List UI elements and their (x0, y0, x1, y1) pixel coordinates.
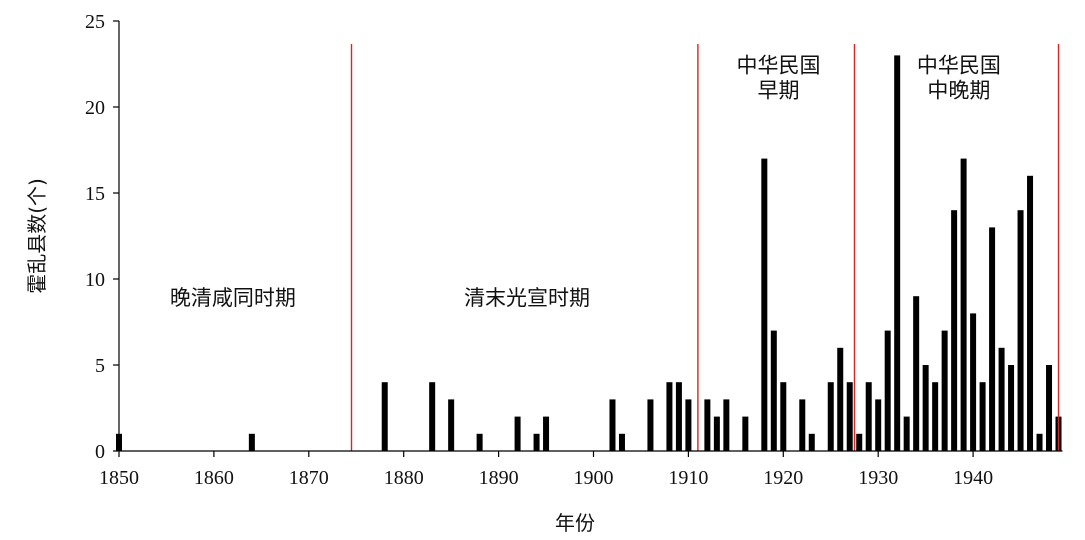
bar-1939 (960, 158, 967, 451)
bar-1930 (875, 399, 882, 451)
bar-1895 (543, 416, 550, 451)
y-tick-label-15: 15 (85, 183, 105, 205)
bar-1919 (770, 330, 777, 451)
bar-1909 (675, 382, 682, 451)
bar-1940 (970, 313, 977, 451)
bar-1920 (780, 382, 787, 451)
bar-1913 (713, 416, 720, 451)
bar-1894 (533, 433, 540, 451)
bar-1912 (704, 399, 711, 451)
bar-1906 (647, 399, 654, 451)
y-axis-title: 霍乱县数(个) (25, 178, 49, 294)
bar-1936 (932, 382, 939, 451)
bar-1885 (448, 399, 455, 451)
period-label-4-line-2: 中晚期 (927, 79, 990, 103)
bar-1914 (723, 399, 730, 451)
bar-1916 (742, 416, 749, 451)
bar-1946 (1027, 175, 1034, 452)
bar-1933 (903, 416, 910, 451)
x-tick-label-1930: 1930 (858, 467, 898, 489)
bar-1923 (808, 433, 815, 451)
bar-1934 (913, 296, 920, 451)
x-tick-label-1880: 1880 (384, 467, 424, 489)
bar-1864 (248, 433, 255, 451)
x-tick-label-1890: 1890 (479, 467, 519, 489)
bar-1945 (1017, 210, 1024, 451)
bar-1947 (1036, 433, 1043, 451)
bar-1937 (941, 330, 948, 451)
bar-1941 (979, 382, 986, 451)
bars (116, 55, 1062, 452)
plot-area: 0 5 10 15 20 25 1850 1860 1870 1880 1890 1900 1910 19… (85, 11, 1063, 489)
bar-1935 (922, 365, 929, 451)
bar-1948 (1046, 365, 1053, 451)
bar-1927 (846, 382, 853, 451)
y-tick-label-0: 0 (95, 441, 105, 463)
period-label-3-line-1: 中华民国 (737, 54, 821, 78)
y-tick-label-20: 20 (85, 97, 105, 119)
x-tick-label-1910: 1910 (668, 467, 708, 489)
bar-1944 (1008, 365, 1015, 451)
period-label-2-line-1: 清末光宣时期 (464, 286, 590, 310)
bar-1929 (865, 382, 872, 451)
bar-1928 (856, 433, 863, 451)
x-tick-label-1920: 1920 (763, 467, 803, 489)
period-label-3-line-2: 早期 (758, 79, 800, 103)
y-tick-label-5: 5 (95, 355, 105, 377)
bar-1903 (618, 433, 625, 451)
bar-1932 (894, 55, 901, 452)
bar-1888 (476, 433, 483, 451)
x-tick-label-1860: 1860 (194, 467, 234, 489)
bar-1892 (514, 416, 521, 451)
period-label-1-line-1: 晚清咸同时期 (170, 286, 296, 310)
bar-1925 (827, 382, 834, 451)
x-axis-title: 年份 (555, 511, 595, 535)
x-tick-label-1870: 1870 (289, 467, 329, 489)
x-tick-label-1900: 1900 (574, 467, 614, 489)
bar-1943 (998, 347, 1005, 451)
x-tick-label-1850: 1850 (99, 467, 139, 489)
bar-1918 (761, 158, 768, 451)
y-tick-label-10: 10 (85, 269, 105, 291)
bar-1902 (609, 399, 616, 451)
bar-1922 (799, 399, 806, 451)
bar-1883 (429, 382, 436, 451)
x-tick-label-1940: 1940 (953, 467, 993, 489)
bar-1908 (666, 382, 673, 451)
bar-1938 (951, 210, 958, 451)
bar-1878 (381, 382, 388, 451)
axes: 0 5 10 15 20 25 1850 1860 1870 1880 1890 1900 1910 19… (85, 11, 1063, 489)
bar-1926 (837, 347, 844, 451)
bar-1910 (685, 399, 692, 451)
y-tick-label-25: 25 (85, 11, 105, 33)
period-dividers (350, 44, 1060, 451)
bar-1931 (884, 330, 891, 451)
bar-1942 (989, 227, 996, 451)
period-label-4-line-1: 中华民国 (917, 54, 1001, 78)
